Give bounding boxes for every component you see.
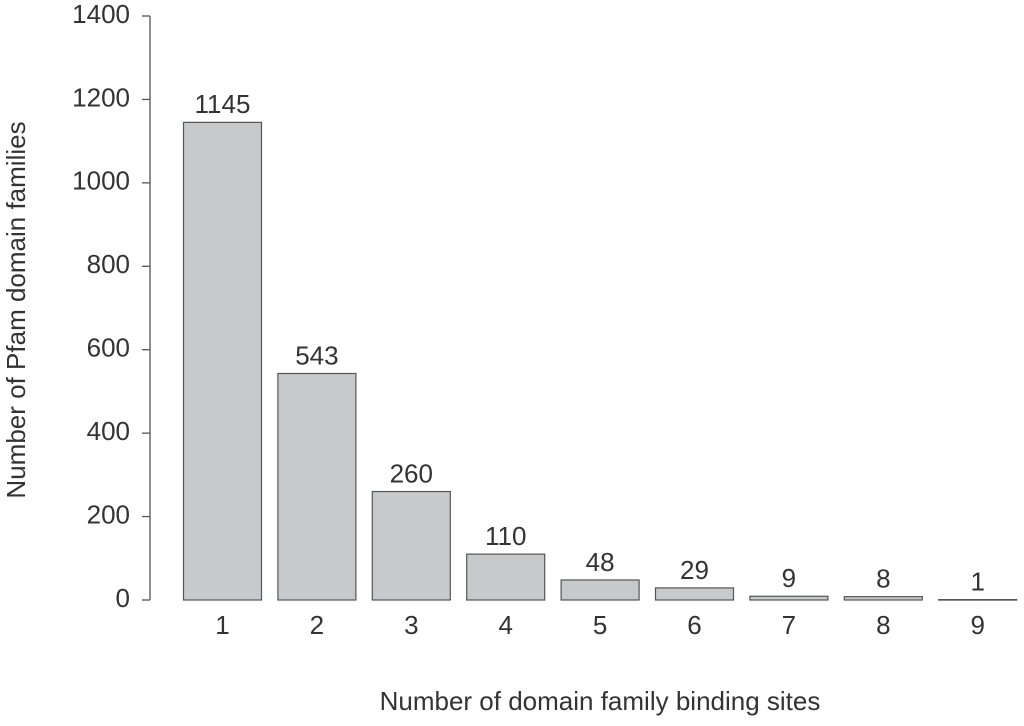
value-label: 29 (680, 555, 709, 585)
bar (277, 372, 357, 601)
y-tick-label: 800 (87, 249, 130, 279)
bar (371, 490, 451, 601)
value-label: 1145 (195, 89, 251, 119)
value-label: 110 (485, 521, 526, 551)
y-axis-title: Number of Pfam domain families (1, 121, 31, 498)
y-tick-label: 600 (87, 333, 130, 363)
x-tick-label: 9 (970, 610, 984, 640)
y-tick-label: 1400 (72, 0, 130, 29)
bar (654, 587, 735, 601)
x-tick-label: 7 (782, 610, 796, 640)
value-label: 9 (782, 563, 796, 593)
bar (466, 553, 546, 601)
y-tick-label: 1000 (72, 166, 130, 196)
value-label: 48 (586, 547, 615, 577)
bar (749, 595, 829, 601)
x-tick-label: 8 (876, 610, 890, 640)
bar (182, 121, 263, 601)
x-axis-title: Number of domain family binding sites (380, 686, 821, 716)
value-label: 543 (295, 340, 338, 370)
y-tick-label: 200 (87, 499, 130, 529)
x-tick-label: 4 (498, 610, 512, 640)
bar (843, 596, 923, 601)
bar (938, 598, 1018, 601)
y-tick-label: 400 (87, 416, 130, 446)
value-label: 8 (876, 564, 890, 594)
x-tick-label: 1 (215, 610, 229, 640)
value-label: 1 (970, 566, 984, 596)
value-label: 260 (390, 458, 433, 488)
bar (560, 579, 640, 601)
x-tick-label: 5 (593, 610, 607, 640)
x-tick-label: 6 (687, 610, 701, 640)
x-tick-label: 3 (404, 610, 418, 640)
x-tick-label: 2 (310, 610, 324, 640)
y-tick-label: 1200 (72, 82, 130, 112)
y-tick-label: 0 (116, 583, 130, 613)
